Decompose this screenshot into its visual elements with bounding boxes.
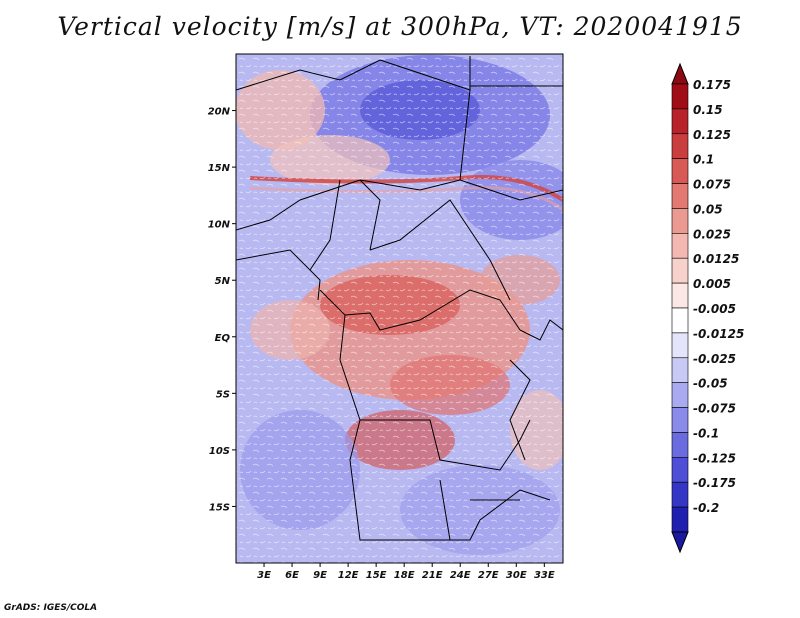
lat-tick-label: 10S bbox=[209, 446, 230, 457]
lon-tick-label: 15E bbox=[366, 570, 387, 581]
colorbar-segment bbox=[671, 457, 689, 483]
lon-tick-label: 12E bbox=[338, 570, 359, 581]
colorbar-label: -0.05 bbox=[693, 377, 728, 391]
colorbar-label: -0.0125 bbox=[693, 327, 744, 341]
lon-tick-label: 24E bbox=[450, 570, 471, 581]
grads-credit: GrADS: IGES/COLA bbox=[4, 603, 98, 613]
lat-tick-label: 20N bbox=[208, 107, 231, 118]
lat-tick-label: 5N bbox=[215, 276, 231, 287]
colorbar: 0.175 0.15 0.125 0.1 0.075 0.05 0.025 0.0125 0.0… bbox=[671, 62, 744, 554]
colorbar-label: 0.1 bbox=[693, 153, 714, 167]
colorbar-label: 0.175 bbox=[693, 78, 731, 92]
colorbar-label: 0.0125 bbox=[693, 252, 739, 266]
colorbar-label: 0.075 bbox=[693, 178, 731, 192]
colorbar-segment bbox=[671, 407, 689, 433]
lon-tick-label: 6E bbox=[285, 570, 299, 581]
colorbar-bottom-arrow bbox=[671, 531, 689, 554]
colorbar-label: 0.005 bbox=[693, 277, 731, 291]
colorbar-segment bbox=[671, 257, 689, 284]
colorbar-segment bbox=[671, 332, 689, 359]
lon-tick-label: 21E bbox=[422, 570, 443, 581]
latitude-axis: 20N 15N 10N 5N EQ 5S 10S 15S bbox=[208, 107, 236, 513]
colorbar-segment bbox=[671, 233, 689, 259]
lon-tick-label: 9E bbox=[313, 570, 327, 581]
colorbar-segment bbox=[671, 108, 689, 135]
lon-tick-label: 27E bbox=[478, 570, 499, 581]
colorbar-segment bbox=[671, 432, 689, 458]
lon-tick-label: 3E bbox=[257, 570, 271, 581]
colorbar-segment bbox=[671, 183, 689, 209]
colorbar-segment bbox=[671, 83, 689, 110]
colorbar-label: -0.125 bbox=[693, 451, 736, 465]
chart-title: Vertical velocity [m/s] at 300hPa, VT: 2… bbox=[57, 12, 743, 41]
colorbar-segment bbox=[671, 158, 689, 184]
map-frame bbox=[235, 53, 564, 564]
colorbar-label: -0.2 bbox=[693, 501, 719, 515]
colorbar-segment bbox=[671, 382, 689, 408]
colorbar-segment bbox=[671, 208, 689, 234]
colorbar-segment bbox=[671, 481, 689, 508]
colorbar-segment bbox=[671, 282, 689, 309]
lat-tick-label: 10N bbox=[208, 220, 231, 231]
colorbar-top-arrow bbox=[671, 62, 689, 85]
lon-tick-label: 18E bbox=[394, 570, 415, 581]
colorbar-label: 0.025 bbox=[693, 227, 731, 241]
colorbar-segment bbox=[671, 133, 689, 159]
colorbar-label: -0.175 bbox=[693, 476, 736, 490]
colorbar-label: 0.05 bbox=[693, 202, 723, 216]
colorbar-segment bbox=[671, 506, 689, 533]
lon-tick-label: 33E bbox=[534, 570, 555, 581]
colorbar-label: -0.1 bbox=[693, 426, 719, 440]
colorbar-label: -0.005 bbox=[693, 302, 736, 316]
lat-tick-label: 15S bbox=[209, 502, 230, 513]
colorbar-segment bbox=[671, 307, 689, 334]
colorbar-label: -0.075 bbox=[693, 402, 736, 416]
lat-tick-label: EQ bbox=[215, 333, 231, 344]
lon-tick-label: 30E bbox=[506, 570, 527, 581]
colorbar-label: 0.125 bbox=[693, 128, 731, 142]
colorbar-label: -0.025 bbox=[693, 352, 736, 366]
colorbar-segment bbox=[671, 357, 689, 383]
lat-tick-label: 5S bbox=[216, 389, 230, 400]
longitude-axis: 3E 6E 9E 12E 15E 18E 21E 24E 27E 30E 33E bbox=[257, 563, 555, 581]
colorbar-label: 0.15 bbox=[693, 103, 723, 117]
lat-tick-label: 15N bbox=[208, 163, 231, 174]
velocity-field bbox=[236, 54, 563, 563]
